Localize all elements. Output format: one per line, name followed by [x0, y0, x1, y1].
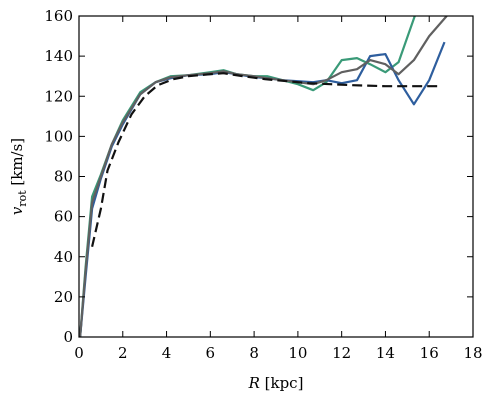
- x-axis-label: R [kpc]: [248, 374, 304, 392]
- x-tick-label: 18: [463, 344, 482, 362]
- y-tick-label: 60: [54, 208, 73, 226]
- series-line-3: [79, 16, 448, 337]
- x-axis-label-var: R: [248, 374, 260, 392]
- y-axis-label-var: v: [8, 206, 26, 215]
- y-tick-label: 20: [54, 288, 73, 306]
- series-line-4: [91, 72, 441, 247]
- y-tick-label: 0: [63, 328, 73, 346]
- series-group: [79, 16, 448, 337]
- x-tick-label: 8: [249, 344, 259, 362]
- x-tick-label: 6: [206, 344, 216, 362]
- x-ticks: 0 2 4 6 8 10 12 14 16 18: [74, 16, 483, 362]
- x-tick-label: 16: [420, 344, 439, 362]
- y-axis-label-sub: rot: [16, 190, 29, 207]
- x-axis-label-unit: [kpc]: [260, 374, 304, 392]
- series-line-1: [79, 16, 416, 337]
- x-tick-label: 14: [376, 344, 395, 362]
- x-tick-label: 4: [162, 344, 172, 362]
- y-tick-label: 160: [44, 7, 73, 25]
- y-axis-label-unit: [km/s]: [8, 138, 26, 191]
- y-ticks: 0 20 40 60 80 100 120 140 160: [44, 7, 473, 346]
- x-tick-label: 0: [74, 344, 84, 362]
- x-tick-label: 10: [288, 344, 307, 362]
- y-tick-label: 140: [44, 47, 73, 65]
- x-tick-label: 2: [118, 344, 128, 362]
- y-tick-label: 80: [54, 168, 73, 186]
- y-tick-label: 120: [44, 87, 73, 105]
- axes-frame: [78, 15, 474, 338]
- y-tick-label: 100: [44, 127, 73, 145]
- y-axis-label: vrot [km/s]: [8, 138, 29, 215]
- y-tick-label: 40: [54, 248, 73, 266]
- x-tick-label: 12: [332, 344, 351, 362]
